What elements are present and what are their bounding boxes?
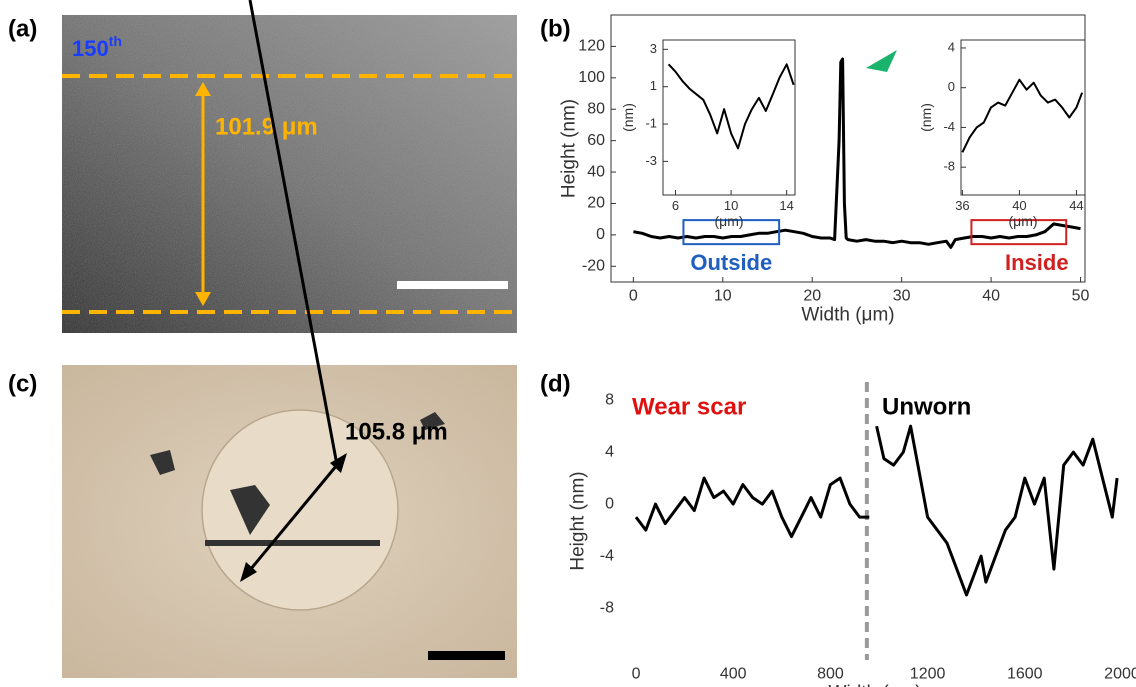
y-tick-label: 20: [587, 195, 605, 212]
peak-pointer: [866, 50, 897, 72]
x-tick-label: 20: [803, 288, 821, 305]
data-line: [634, 424, 1119, 597]
panel-label: (d): [540, 370, 571, 397]
cycle-suffix: th: [109, 33, 122, 49]
y-axis-title: Height (nm): [558, 99, 579, 198]
x-tick-label: 40: [982, 288, 1000, 305]
cycle-label: 150th: [72, 33, 122, 61]
y-tick-label: 3: [650, 41, 657, 56]
x-tick-label: 10: [714, 288, 732, 305]
annotation: Wear scar: [632, 393, 746, 420]
x-tick-label: 6: [672, 198, 679, 213]
y-tick-label: 0: [948, 79, 955, 94]
y-tick-label: 60: [587, 132, 605, 149]
data-line: [633, 57, 1081, 249]
x-tick-label: 1600: [1007, 666, 1043, 683]
y-tick-label: -4: [943, 119, 955, 134]
inset-background: [961, 40, 1085, 195]
plot-frame: [662, 39, 796, 196]
x-tick-label: 14: [779, 198, 793, 213]
y-tick-label: 4: [605, 443, 614, 460]
plot-frame: [960, 39, 1086, 196]
y-tick-label: -3: [645, 153, 657, 168]
y-tick-label: -20: [582, 258, 605, 275]
sem-image: [62, 15, 517, 333]
x-tick-label: 10: [724, 198, 738, 213]
y-axis-title: Height (nm): [567, 471, 588, 570]
data-line: [667, 63, 795, 150]
y-axis-title: (nm): [918, 103, 934, 132]
panel-label: (c): [8, 370, 37, 397]
x-tick-label: 400: [720, 666, 747, 683]
x-axis-title: Width (nm): [829, 683, 922, 687]
y-tick-label: 0: [596, 226, 605, 243]
region-box: [970, 219, 1068, 246]
y-tick-label: -8: [943, 159, 955, 174]
y-tick-label: 80: [587, 100, 605, 117]
y-tick-label: -8: [600, 599, 614, 616]
x-tick-label: 36: [955, 198, 969, 213]
x-tick-label: 50: [1072, 288, 1090, 305]
optical-image: [62, 0, 517, 678]
cycle-number: 150: [72, 36, 109, 61]
y-axis-title: (nm): [620, 103, 636, 132]
measurement: 105.8 μm: [345, 418, 448, 445]
y-tick-label: 40: [587, 163, 605, 180]
x-tick-label: 2000: [1104, 666, 1136, 683]
region-label: Outside: [690, 250, 772, 275]
y-tick-label: 1: [650, 78, 657, 93]
y-tick-label: 0: [605, 495, 614, 512]
x-tick-label: 0: [632, 666, 641, 683]
y-tick-label: 100: [578, 69, 605, 86]
y-tick-label: -1: [645, 115, 657, 130]
region-box: [682, 219, 781, 246]
x-tick-label: 40: [1012, 198, 1026, 213]
x-axis-title: Width (μm): [801, 305, 894, 326]
x-tick-label: 30: [893, 288, 911, 305]
y-tick-label: 120: [578, 38, 605, 55]
y-tick-label: 8: [605, 391, 614, 408]
x-tick-label: 800: [817, 666, 844, 683]
annotation: Unworn: [882, 393, 971, 420]
measurement: 101.9 μm: [215, 113, 318, 140]
x-tick-label: 1200: [910, 666, 946, 683]
x-axis-title: (μm): [714, 213, 743, 229]
panel-label: (b): [540, 15, 571, 42]
x-tick-label: 44: [1069, 198, 1083, 213]
x-axis-title: (μm): [1008, 213, 1037, 229]
x-tick-label: 0: [629, 288, 638, 305]
y-tick-label: 4: [948, 39, 955, 54]
panel-label: (a): [8, 15, 37, 42]
inset-background: [663, 40, 795, 195]
data-line: [961, 78, 1084, 153]
region-label: Inside: [1005, 250, 1069, 275]
y-tick-label: -4: [600, 547, 614, 564]
